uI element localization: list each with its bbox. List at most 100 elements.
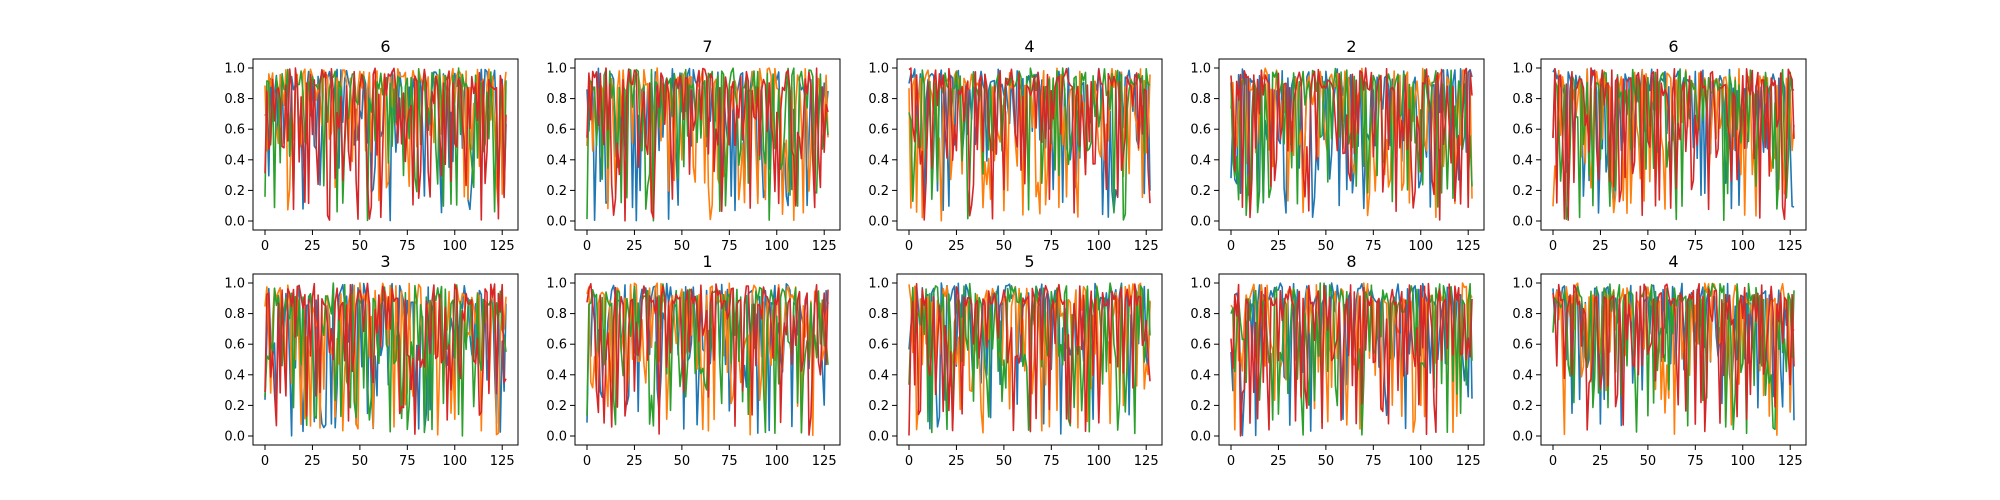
chart-panel: 0 25 50 75 100 125 0.0 0.2 0.4 0.6 0.8 1.0 4 bbox=[868, 37, 1163, 254]
x-tick-label: 50 bbox=[674, 239, 691, 254]
y-tick-label: 0.6 bbox=[546, 123, 567, 138]
chart-panel: 0 25 50 75 100 125 0.0 0.2 0.4 0.6 0.8 1.0 4 bbox=[1512, 252, 1807, 469]
y-tick-label: 0.6 bbox=[868, 123, 889, 138]
axes-frame bbox=[1218, 58, 1485, 231]
y-tick-label: 1.0 bbox=[1190, 277, 1211, 292]
series-line bbox=[908, 282, 1151, 436]
x-tick-label: 25 bbox=[304, 454, 321, 469]
y-tick-label: 0.8 bbox=[1512, 92, 1533, 107]
x-tick-label: 75 bbox=[721, 454, 738, 469]
chart-panel: 0 25 50 75 100 125 0.0 0.2 0.4 0.6 0.8 1.0 2 bbox=[1190, 37, 1485, 254]
y-tick-label: 0.8 bbox=[224, 307, 245, 322]
axes-frame bbox=[252, 58, 519, 231]
y-tick-label: 0.8 bbox=[224, 92, 245, 107]
y-tick-label: 0.2 bbox=[868, 184, 889, 199]
y-tick-label: 0.2 bbox=[1512, 184, 1533, 199]
y-tick-label: 0.2 bbox=[546, 399, 567, 414]
x-tick-label: 100 bbox=[1408, 454, 1433, 469]
y-tick-label: 0.4 bbox=[224, 368, 245, 383]
x-tick-label: 0 bbox=[1227, 454, 1235, 469]
x-tick-label: 125 bbox=[1456, 239, 1481, 254]
x-tick-label: 100 bbox=[1730, 454, 1755, 469]
x-tick-label: 0 bbox=[905, 454, 913, 469]
x-tick-label: 100 bbox=[764, 454, 789, 469]
chart-panel: 0 25 50 75 100 125 0.0 0.2 0.4 0.6 0.8 1.0 3 bbox=[224, 252, 519, 469]
y-tick-label: 1.0 bbox=[546, 277, 567, 292]
x-tick-label: 50 bbox=[1640, 454, 1657, 469]
x-tick-label: 25 bbox=[948, 239, 965, 254]
y-tick-label: 0.2 bbox=[546, 184, 567, 199]
series-line bbox=[586, 67, 829, 222]
series-line bbox=[264, 67, 507, 221]
x-tick-label: 0 bbox=[261, 454, 269, 469]
y-tick-label: 0.2 bbox=[1190, 184, 1211, 199]
y-tick-label: 0.0 bbox=[224, 430, 245, 445]
x-tick-label: 25 bbox=[948, 454, 965, 469]
axes-frame bbox=[574, 58, 841, 231]
x-tick-label: 100 bbox=[1408, 239, 1433, 254]
x-tick-label: 0 bbox=[1549, 454, 1557, 469]
x-tick-label: 125 bbox=[490, 454, 515, 469]
panel-title: 4 bbox=[1024, 37, 1034, 56]
x-tick-label: 125 bbox=[1778, 239, 1803, 254]
panel-title: 6 bbox=[1668, 37, 1678, 56]
y-tick-label: 0.0 bbox=[224, 215, 245, 230]
x-tick-label: 125 bbox=[1456, 454, 1481, 469]
y-tick-label: 0.8 bbox=[868, 92, 889, 107]
x-tick-label: 100 bbox=[1086, 239, 1111, 254]
y-tick-label: 0.6 bbox=[224, 338, 245, 353]
y-tick-label: 0.4 bbox=[224, 153, 245, 168]
chart-panel: 0 25 50 75 100 125 0.0 0.2 0.4 0.6 0.8 1.0 8 bbox=[1190, 252, 1485, 469]
chart-panel: 0 25 50 75 100 125 0.0 0.2 0.4 0.6 0.8 1.0 7 bbox=[546, 37, 841, 254]
chart-panel: 0 25 50 75 100 125 0.0 0.2 0.4 0.6 0.8 1.0 1 bbox=[546, 252, 841, 469]
panel-title: 6 bbox=[380, 37, 390, 56]
x-tick-label: 25 bbox=[626, 454, 643, 469]
x-tick-label: 125 bbox=[812, 454, 837, 469]
x-tick-label: 125 bbox=[1134, 454, 1159, 469]
chart-panel: 0 25 50 75 100 125 0.0 0.2 0.4 0.6 0.8 1.0 5 bbox=[868, 252, 1163, 469]
y-tick-label: 0.6 bbox=[1512, 123, 1533, 138]
x-tick-label: 100 bbox=[442, 454, 467, 469]
x-tick-label: 75 bbox=[1687, 239, 1704, 254]
axes-frame bbox=[896, 273, 1163, 446]
x-tick-label: 25 bbox=[626, 239, 643, 254]
y-tick-label: 0.2 bbox=[1512, 399, 1533, 414]
y-tick-label: 0.6 bbox=[224, 123, 245, 138]
series-line bbox=[1552, 282, 1795, 435]
x-tick-label: 0 bbox=[583, 454, 591, 469]
x-tick-label: 50 bbox=[996, 239, 1013, 254]
y-tick-label: 0.6 bbox=[868, 338, 889, 353]
y-tick-label: 0.6 bbox=[1512, 338, 1533, 353]
y-tick-label: 0.4 bbox=[546, 153, 567, 168]
axes-frame bbox=[1218, 273, 1485, 446]
panel-title: 3 bbox=[380, 252, 390, 271]
y-tick-label: 0.0 bbox=[1512, 215, 1533, 230]
x-tick-label: 25 bbox=[1592, 454, 1609, 469]
x-tick-label: 125 bbox=[1778, 454, 1803, 469]
y-tick-label: 0.0 bbox=[1512, 430, 1533, 445]
y-tick-label: 0.8 bbox=[1190, 92, 1211, 107]
x-tick-label: 50 bbox=[352, 454, 369, 469]
y-tick-label: 0.8 bbox=[1190, 307, 1211, 322]
series-line bbox=[908, 67, 1151, 221]
x-tick-label: 125 bbox=[490, 239, 515, 254]
y-tick-label: 1.0 bbox=[1512, 277, 1533, 292]
y-tick-label: 0.2 bbox=[224, 399, 245, 414]
x-tick-label: 100 bbox=[764, 239, 789, 254]
y-tick-label: 0.8 bbox=[868, 307, 889, 322]
x-tick-label: 50 bbox=[674, 454, 691, 469]
y-tick-label: 0.2 bbox=[868, 399, 889, 414]
y-tick-label: 0.0 bbox=[546, 430, 567, 445]
y-tick-label: 1.0 bbox=[1190, 62, 1211, 77]
y-tick-label: 0.4 bbox=[868, 153, 889, 168]
axes-frame bbox=[252, 273, 519, 446]
series-line bbox=[586, 283, 829, 436]
y-tick-label: 0.4 bbox=[1190, 153, 1211, 168]
panel-title: 8 bbox=[1346, 252, 1356, 271]
x-tick-label: 100 bbox=[1086, 454, 1111, 469]
series-line bbox=[1230, 67, 1473, 221]
y-tick-label: 1.0 bbox=[868, 62, 889, 77]
y-tick-label: 0.0 bbox=[1190, 215, 1211, 230]
x-tick-label: 75 bbox=[1043, 454, 1060, 469]
